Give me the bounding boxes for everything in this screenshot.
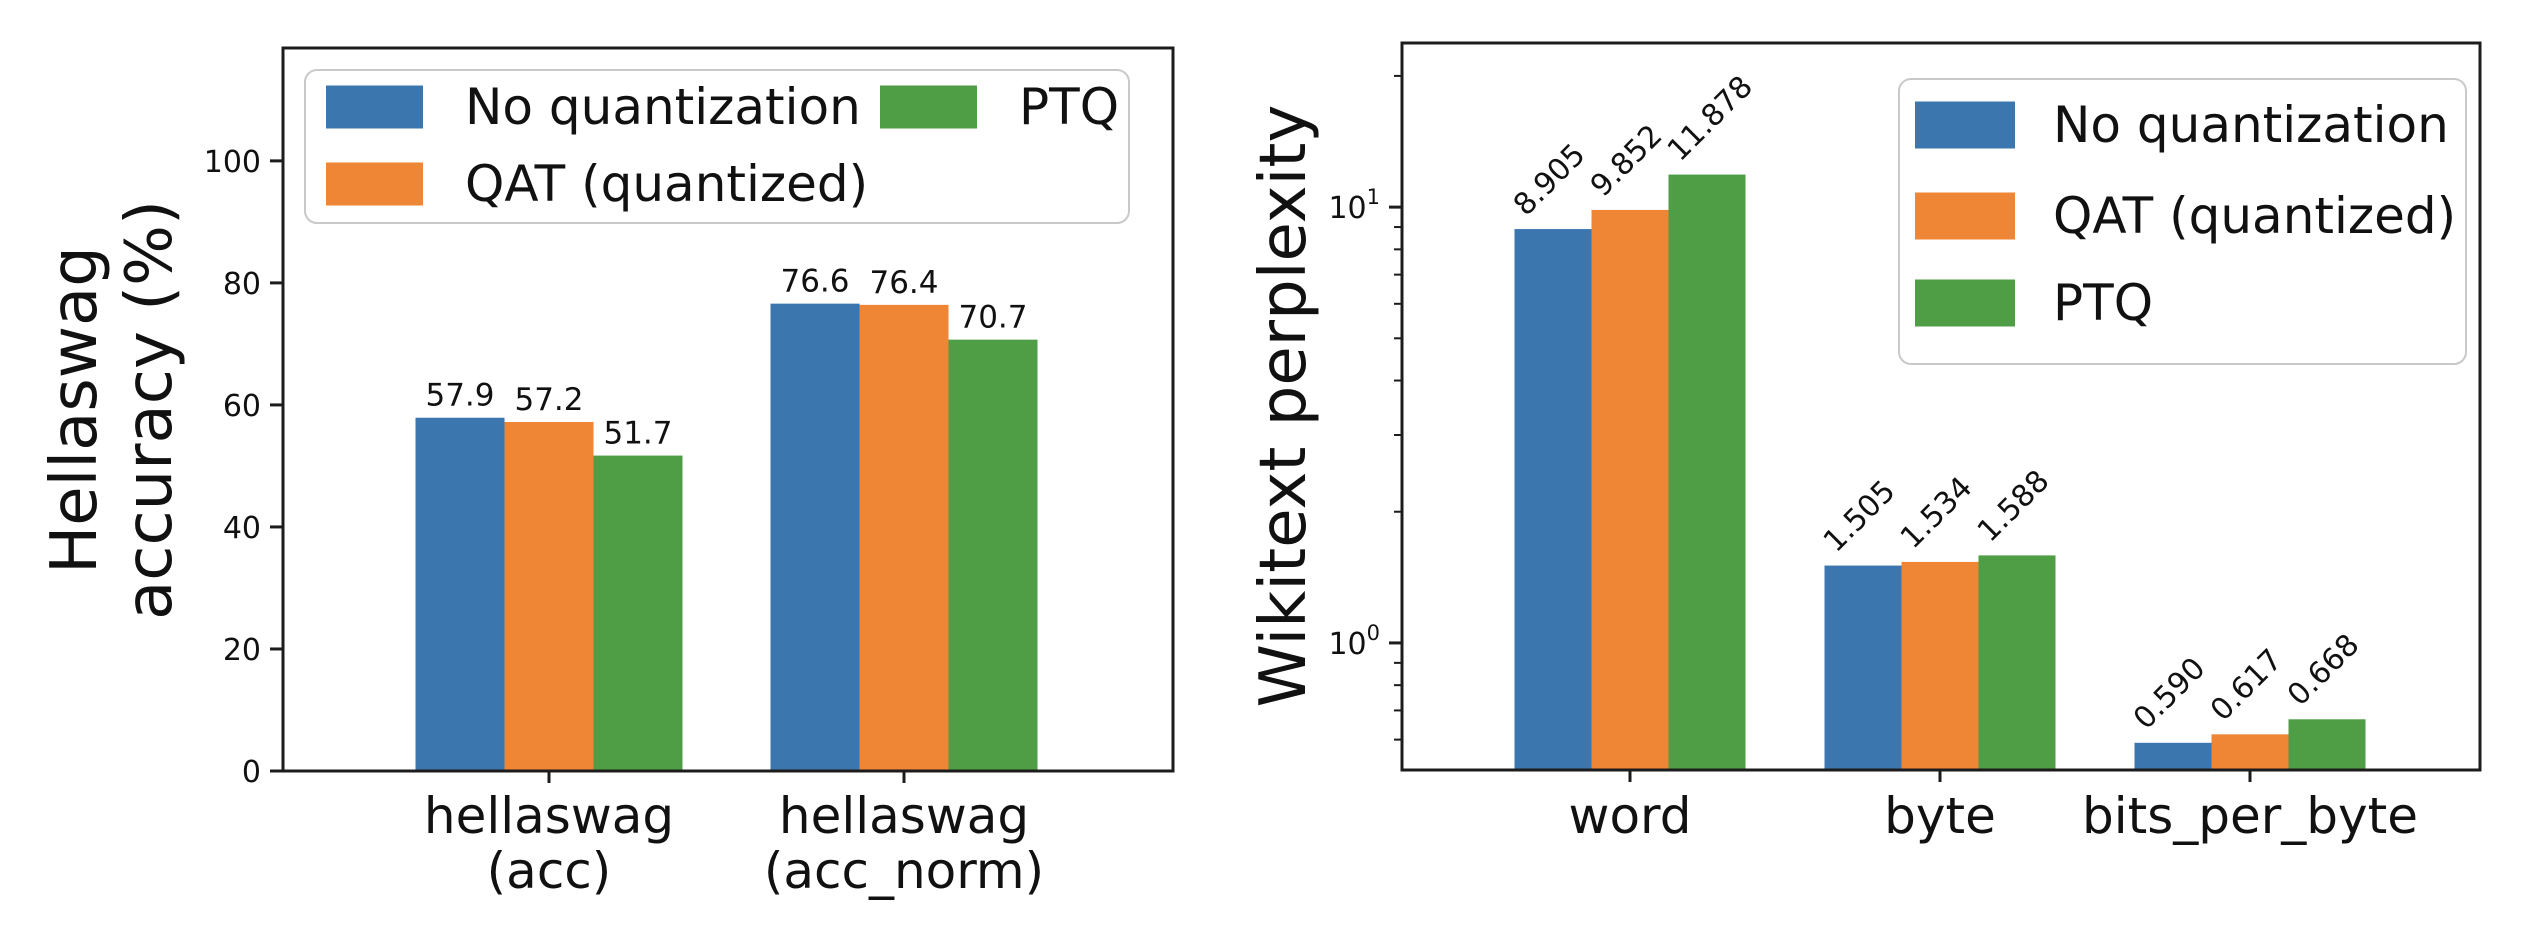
bar-qat-quantized-0 (504, 422, 594, 771)
wikitext-perplexity-chart: 100 101 word byte bits_per_byte 8.9059.85211.… (1247, 41, 2482, 845)
bar-qat-quantized-1 (1901, 561, 1979, 770)
legend-swatch-0 (326, 85, 423, 129)
bar-no-quantization-2 (2134, 742, 2212, 770)
bar-qat-quantized-2 (2211, 734, 2289, 770)
bar-value-label: 0.617 (2204, 642, 2289, 727)
bar-ptq-1 (1978, 555, 2056, 770)
bar-value-label: 8.905 (1507, 137, 1592, 222)
y-axis-label: Hellaswagaccuracy (%) (38, 200, 187, 620)
x-tick-label: word (1569, 787, 1692, 845)
bar-ptq-1 (948, 339, 1038, 771)
bar-ptq-0 (1668, 174, 1746, 770)
legend-swatch-1 (326, 162, 423, 206)
bar-value-label: 76.6 (780, 264, 849, 300)
bar-value-label: 1.505 (1817, 474, 1902, 559)
y-tick-label: 100 (204, 145, 261, 180)
x-tick-label: bits_per_byte (2082, 787, 2418, 845)
x-tick-label: hellaswag (acc_norm) (764, 787, 1044, 900)
legend-label-1: QAT (quantized) (2053, 187, 2456, 245)
bar-no-quantization-1 (770, 303, 860, 771)
y-tick-label: 80 (223, 267, 261, 302)
legend-label-0: No quantization (2053, 96, 2449, 154)
bar-value-label: 70.7 (958, 300, 1027, 336)
x-tick-label: byte (1884, 787, 1996, 845)
bar-value-label: 9.852 (1584, 118, 1669, 203)
bar-qat-quantized-0 (1591, 209, 1669, 770)
bar-value-label: 0.590 (2127, 651, 2212, 736)
y-tick-label: 20 (223, 633, 261, 668)
hellaswag-accuracy-chart: 0 20 40 60 80 100 hellaswag (acc) hellaswag (acc_… (38, 46, 1175, 900)
legend-label-1: QAT (quantized) (465, 155, 868, 213)
bar-value-label: 0.668 (2281, 627, 2366, 712)
y-tick-label: 40 (223, 511, 261, 546)
x-tick-label: hellaswag (acc) (424, 787, 674, 900)
y-tick-label: 101 (1328, 185, 1380, 226)
bar-value-label: 57.2 (514, 382, 583, 418)
bar-ptq-2 (2288, 719, 2366, 770)
legend-swatch-1 (1915, 192, 2015, 240)
bar-value-label: 1.534 (1894, 470, 1979, 555)
legend-label-2: PTQ (2053, 274, 2153, 332)
y-tick-label: 0 (242, 755, 261, 790)
bar-no-quantization-0 (1514, 229, 1592, 770)
bar-value-label: 76.4 (869, 265, 938, 301)
legend-swatch-0 (1915, 101, 2015, 149)
plot-frame (281, 46, 1175, 773)
legend-swatch-2 (880, 85, 977, 129)
bar-no-quantization-0 (415, 417, 505, 771)
y-tick-label: 100 (1328, 621, 1380, 662)
bar-ptq-0 (593, 455, 683, 771)
bar-value-label: 1.588 (1971, 464, 2056, 549)
y-tick-label: 60 (223, 389, 261, 424)
legend-label-2: PTQ (1019, 78, 1119, 136)
bar-value-label: 57.9 (425, 378, 494, 414)
bar-value-label: 11.878 (1661, 69, 1760, 168)
bar-value-label: 51.7 (603, 416, 672, 452)
legend-label-0: No quantization (465, 78, 861, 136)
legend-swatch-2 (1915, 279, 2015, 327)
y-axis-label: Wikitext perplexity (1247, 105, 1321, 708)
bar-no-quantization-1 (1824, 565, 1902, 770)
legend-box (1898, 78, 2467, 365)
bar-qat-quantized-1 (859, 304, 949, 771)
